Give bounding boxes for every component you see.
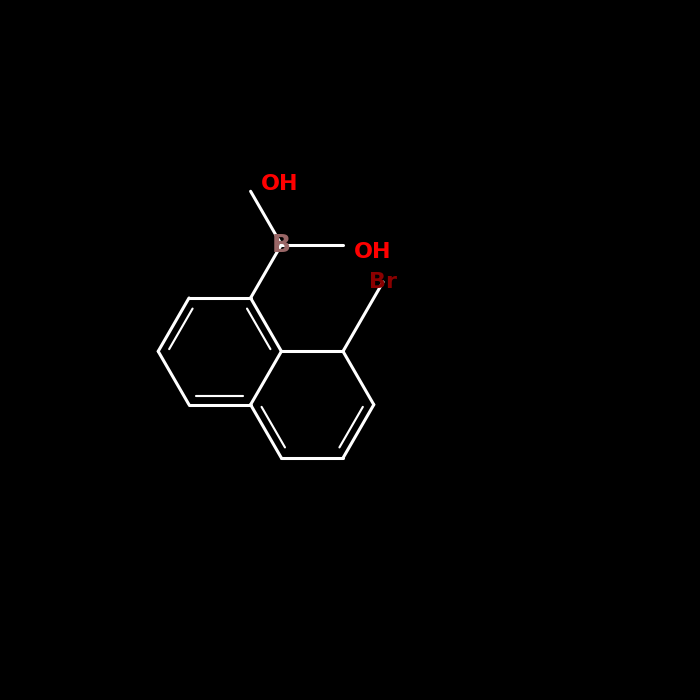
Text: OH: OH — [261, 174, 299, 195]
Text: Br: Br — [369, 272, 397, 292]
Text: OH: OH — [354, 241, 391, 262]
Text: B: B — [272, 232, 291, 257]
